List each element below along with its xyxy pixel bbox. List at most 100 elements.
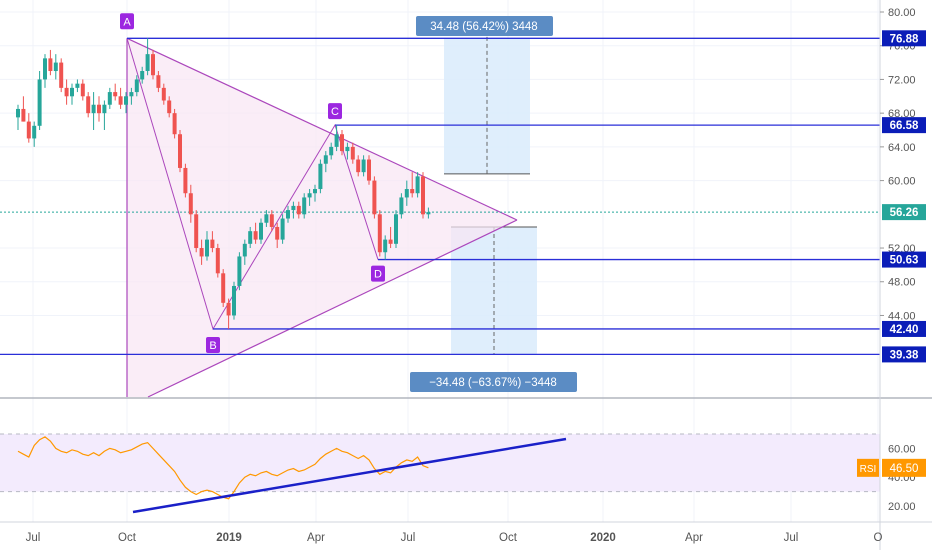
point-label-a[interactable]: A xyxy=(120,13,134,30)
candle[interactable] xyxy=(48,49,53,76)
candle[interactable] xyxy=(188,184,193,223)
candle[interactable] xyxy=(32,121,37,147)
candle[interactable] xyxy=(388,226,393,249)
candle[interactable] xyxy=(340,130,344,156)
candle[interactable] xyxy=(275,222,280,249)
candle[interactable] xyxy=(226,298,231,329)
candle[interactable] xyxy=(242,239,247,265)
candle[interactable] xyxy=(26,113,31,143)
candle[interactable] xyxy=(129,87,134,105)
candle[interactable] xyxy=(302,193,307,219)
candle[interactable] xyxy=(367,155,371,185)
candle[interactable] xyxy=(350,142,355,164)
candle-body xyxy=(356,159,361,173)
candle[interactable] xyxy=(421,172,425,219)
candle[interactable] xyxy=(70,83,74,105)
candle[interactable] xyxy=(75,79,80,93)
candle[interactable] xyxy=(248,226,253,249)
candle[interactable] xyxy=(394,210,398,249)
candle[interactable] xyxy=(415,172,420,198)
candle[interactable] xyxy=(361,155,366,177)
candle[interactable] xyxy=(86,92,91,118)
candle[interactable] xyxy=(307,189,312,206)
candle[interactable] xyxy=(145,38,150,76)
rsi-trendline[interactable] xyxy=(132,437,567,514)
measure-up-tool[interactable] xyxy=(444,16,530,175)
candle[interactable] xyxy=(313,184,317,202)
candle[interactable] xyxy=(194,210,199,253)
candle[interactable] xyxy=(80,79,85,101)
candle[interactable] xyxy=(269,210,274,232)
candle[interactable] xyxy=(118,87,123,109)
candle[interactable] xyxy=(113,83,118,101)
candle[interactable] xyxy=(37,71,42,131)
candle[interactable] xyxy=(91,92,96,131)
candle[interactable] xyxy=(345,142,350,160)
candle[interactable] xyxy=(172,108,177,139)
candle[interactable] xyxy=(356,155,361,177)
candle[interactable] xyxy=(43,54,47,88)
candle[interactable] xyxy=(377,210,382,257)
triangle-lower-edge[interactable] xyxy=(147,219,518,398)
candle[interactable] xyxy=(97,96,101,122)
candle-body xyxy=(91,104,96,114)
price-tick-label: 72.00 xyxy=(888,74,916,86)
abcd-zigzag[interactable] xyxy=(126,38,379,331)
candle[interactable] xyxy=(264,210,269,227)
candle[interactable] xyxy=(167,96,172,118)
point-label-c[interactable]: C xyxy=(328,103,342,120)
candle[interactable] xyxy=(21,96,26,122)
candle-body xyxy=(286,210,290,219)
candle[interactable] xyxy=(372,176,377,219)
rsi-value-tag-bg xyxy=(882,458,926,477)
candle[interactable] xyxy=(53,54,58,80)
candle[interactable] xyxy=(161,83,166,105)
candle[interactable] xyxy=(64,79,69,105)
candle[interactable] xyxy=(404,180,409,206)
candle[interactable] xyxy=(410,172,415,198)
candle-body xyxy=(64,87,69,97)
candle[interactable] xyxy=(215,243,220,278)
candle[interactable] xyxy=(291,201,296,219)
candle[interactable] xyxy=(237,252,242,291)
candle-body xyxy=(221,273,226,303)
candle[interactable] xyxy=(318,159,323,194)
candle[interactable] xyxy=(107,87,112,109)
point-label-text: D xyxy=(374,269,382,281)
candle[interactable] xyxy=(140,66,145,84)
candle[interactable] xyxy=(183,163,188,198)
triangle-upper-edge[interactable] xyxy=(126,37,518,221)
candle[interactable] xyxy=(199,239,204,265)
candle[interactable] xyxy=(259,218,263,244)
candle[interactable] xyxy=(323,151,328,173)
triangle-pattern[interactable] xyxy=(126,37,518,398)
candle[interactable] xyxy=(280,214,285,244)
candle[interactable] xyxy=(102,100,107,131)
candle-body xyxy=(410,189,415,194)
candle[interactable] xyxy=(426,207,431,219)
candle[interactable] xyxy=(329,142,334,160)
candle-body xyxy=(167,100,172,114)
candle[interactable] xyxy=(178,130,182,173)
candle[interactable] xyxy=(286,205,290,223)
candle[interactable] xyxy=(151,49,155,80)
candle[interactable] xyxy=(399,193,404,219)
candle[interactable] xyxy=(59,58,64,93)
candle[interactable] xyxy=(210,231,215,253)
candle[interactable] xyxy=(334,125,339,152)
measure-down-tool[interactable] xyxy=(451,226,537,355)
candle[interactable] xyxy=(253,222,258,244)
candle[interactable] xyxy=(232,281,236,320)
candle[interactable] xyxy=(383,235,388,260)
candle[interactable] xyxy=(16,104,20,131)
candle[interactable] xyxy=(134,75,139,97)
candle[interactable] xyxy=(205,231,209,261)
candle[interactable] xyxy=(296,201,301,219)
candle[interactable] xyxy=(221,269,226,308)
candle[interactable] xyxy=(124,92,128,114)
point-label-b[interactable]: B xyxy=(206,336,220,353)
point-label-d[interactable]: D xyxy=(371,265,385,282)
candle[interactable] xyxy=(156,71,161,93)
